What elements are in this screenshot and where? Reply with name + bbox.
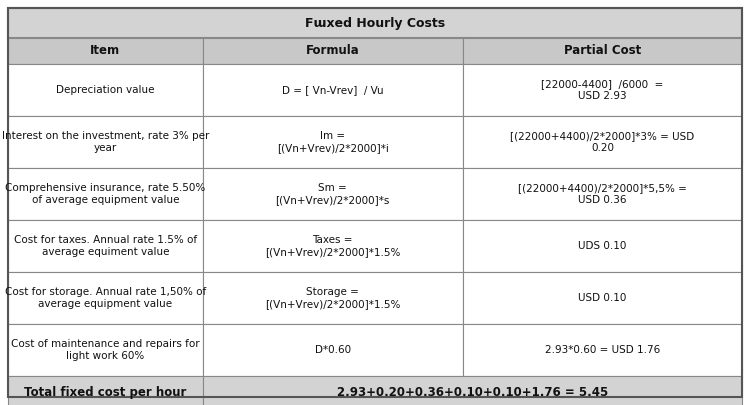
Text: Cost for taxes. Annual rate 1.5% of
average equiment value: Cost for taxes. Annual rate 1.5% of aver… [13, 234, 197, 258]
Text: Depreciation value: Depreciation value [56, 85, 154, 95]
Text: Formula: Formula [306, 45, 360, 58]
Bar [463, 220, 742, 272]
Text: Fɯxed Hourly Costs: Fɯxed Hourly Costs [305, 17, 445, 30]
Text: [(22000+4400)/2*2000]*5,5% =
USD 0.36: [(22000+4400)/2*2000]*5,5% = USD 0.36 [518, 183, 687, 205]
Text: D = [ Vn-Vrev]  / Vu: D = [ Vn-Vrev] / Vu [282, 85, 383, 95]
Text: UDS 0.10: UDS 0.10 [578, 241, 627, 251]
Bar [202, 168, 463, 220]
Bar [8, 168, 202, 220]
Text: Cost of maintenance and repairs for
light work 60%: Cost of maintenance and repairs for ligh… [11, 339, 200, 361]
Bar [8, 38, 202, 64]
Bar [463, 116, 742, 168]
Text: USD 0.10: USD 0.10 [578, 293, 627, 303]
Bar [463, 324, 742, 376]
Text: Sm =
[(Vn+Vrev)/2*2000]*s: Sm = [(Vn+Vrev)/2*2000]*s [275, 183, 390, 205]
Bar [463, 168, 742, 220]
Text: Partial Cost: Partial Cost [564, 45, 641, 58]
Bar [8, 376, 202, 405]
Bar [8, 272, 202, 324]
Text: [22000-4400]  /6000  =
USD 2.93: [22000-4400] /6000 = USD 2.93 [542, 79, 664, 101]
Bar [463, 38, 742, 64]
Bar [8, 220, 202, 272]
Text: D*0.60: D*0.60 [315, 345, 351, 355]
Bar [8, 324, 202, 376]
Text: 2.93*0.60 = USD 1.76: 2.93*0.60 = USD 1.76 [545, 345, 660, 355]
Text: Cost for storage. Annual rate 1,50% of
average equipment value: Cost for storage. Annual rate 1,50% of a… [4, 287, 206, 309]
Bar [463, 64, 742, 116]
Text: 2.93+0.20+0.36+0.10+0.10+1.76 = 5.45: 2.93+0.20+0.36+0.10+0.10+1.76 = 5.45 [337, 386, 608, 399]
Text: Total fixed cost per hour: Total fixed cost per hour [24, 386, 187, 399]
Bar [202, 116, 463, 168]
Bar [202, 376, 742, 405]
Text: Comprehensive insurance, rate 5.50%
of average equipment value: Comprehensive insurance, rate 5.50% of a… [5, 183, 206, 205]
Bar [8, 8, 742, 38]
Text: Item: Item [90, 45, 120, 58]
Bar [202, 64, 463, 116]
Bar [8, 64, 202, 116]
Text: Im =
[(Vn+Vrev)/2*2000]*i: Im = [(Vn+Vrev)/2*2000]*i [277, 130, 388, 153]
Text: Interest on the investment, rate 3% per
year: Interest on the investment, rate 3% per … [2, 130, 209, 153]
Bar [202, 272, 463, 324]
Bar [463, 272, 742, 324]
Text: Storage =
[(Vn+Vrev)/2*2000]*1.5%: Storage = [(Vn+Vrev)/2*2000]*1.5% [265, 287, 400, 309]
Bar [202, 38, 463, 64]
Text: Taxes =
[(Vn+Vrev)/2*2000]*1.5%: Taxes = [(Vn+Vrev)/2*2000]*1.5% [265, 234, 400, 258]
Bar [202, 324, 463, 376]
Bar [8, 116, 202, 168]
Bar [202, 220, 463, 272]
Text: [(22000+4400)/2*2000]*3% = USD
0.20: [(22000+4400)/2*2000]*3% = USD 0.20 [511, 130, 694, 153]
